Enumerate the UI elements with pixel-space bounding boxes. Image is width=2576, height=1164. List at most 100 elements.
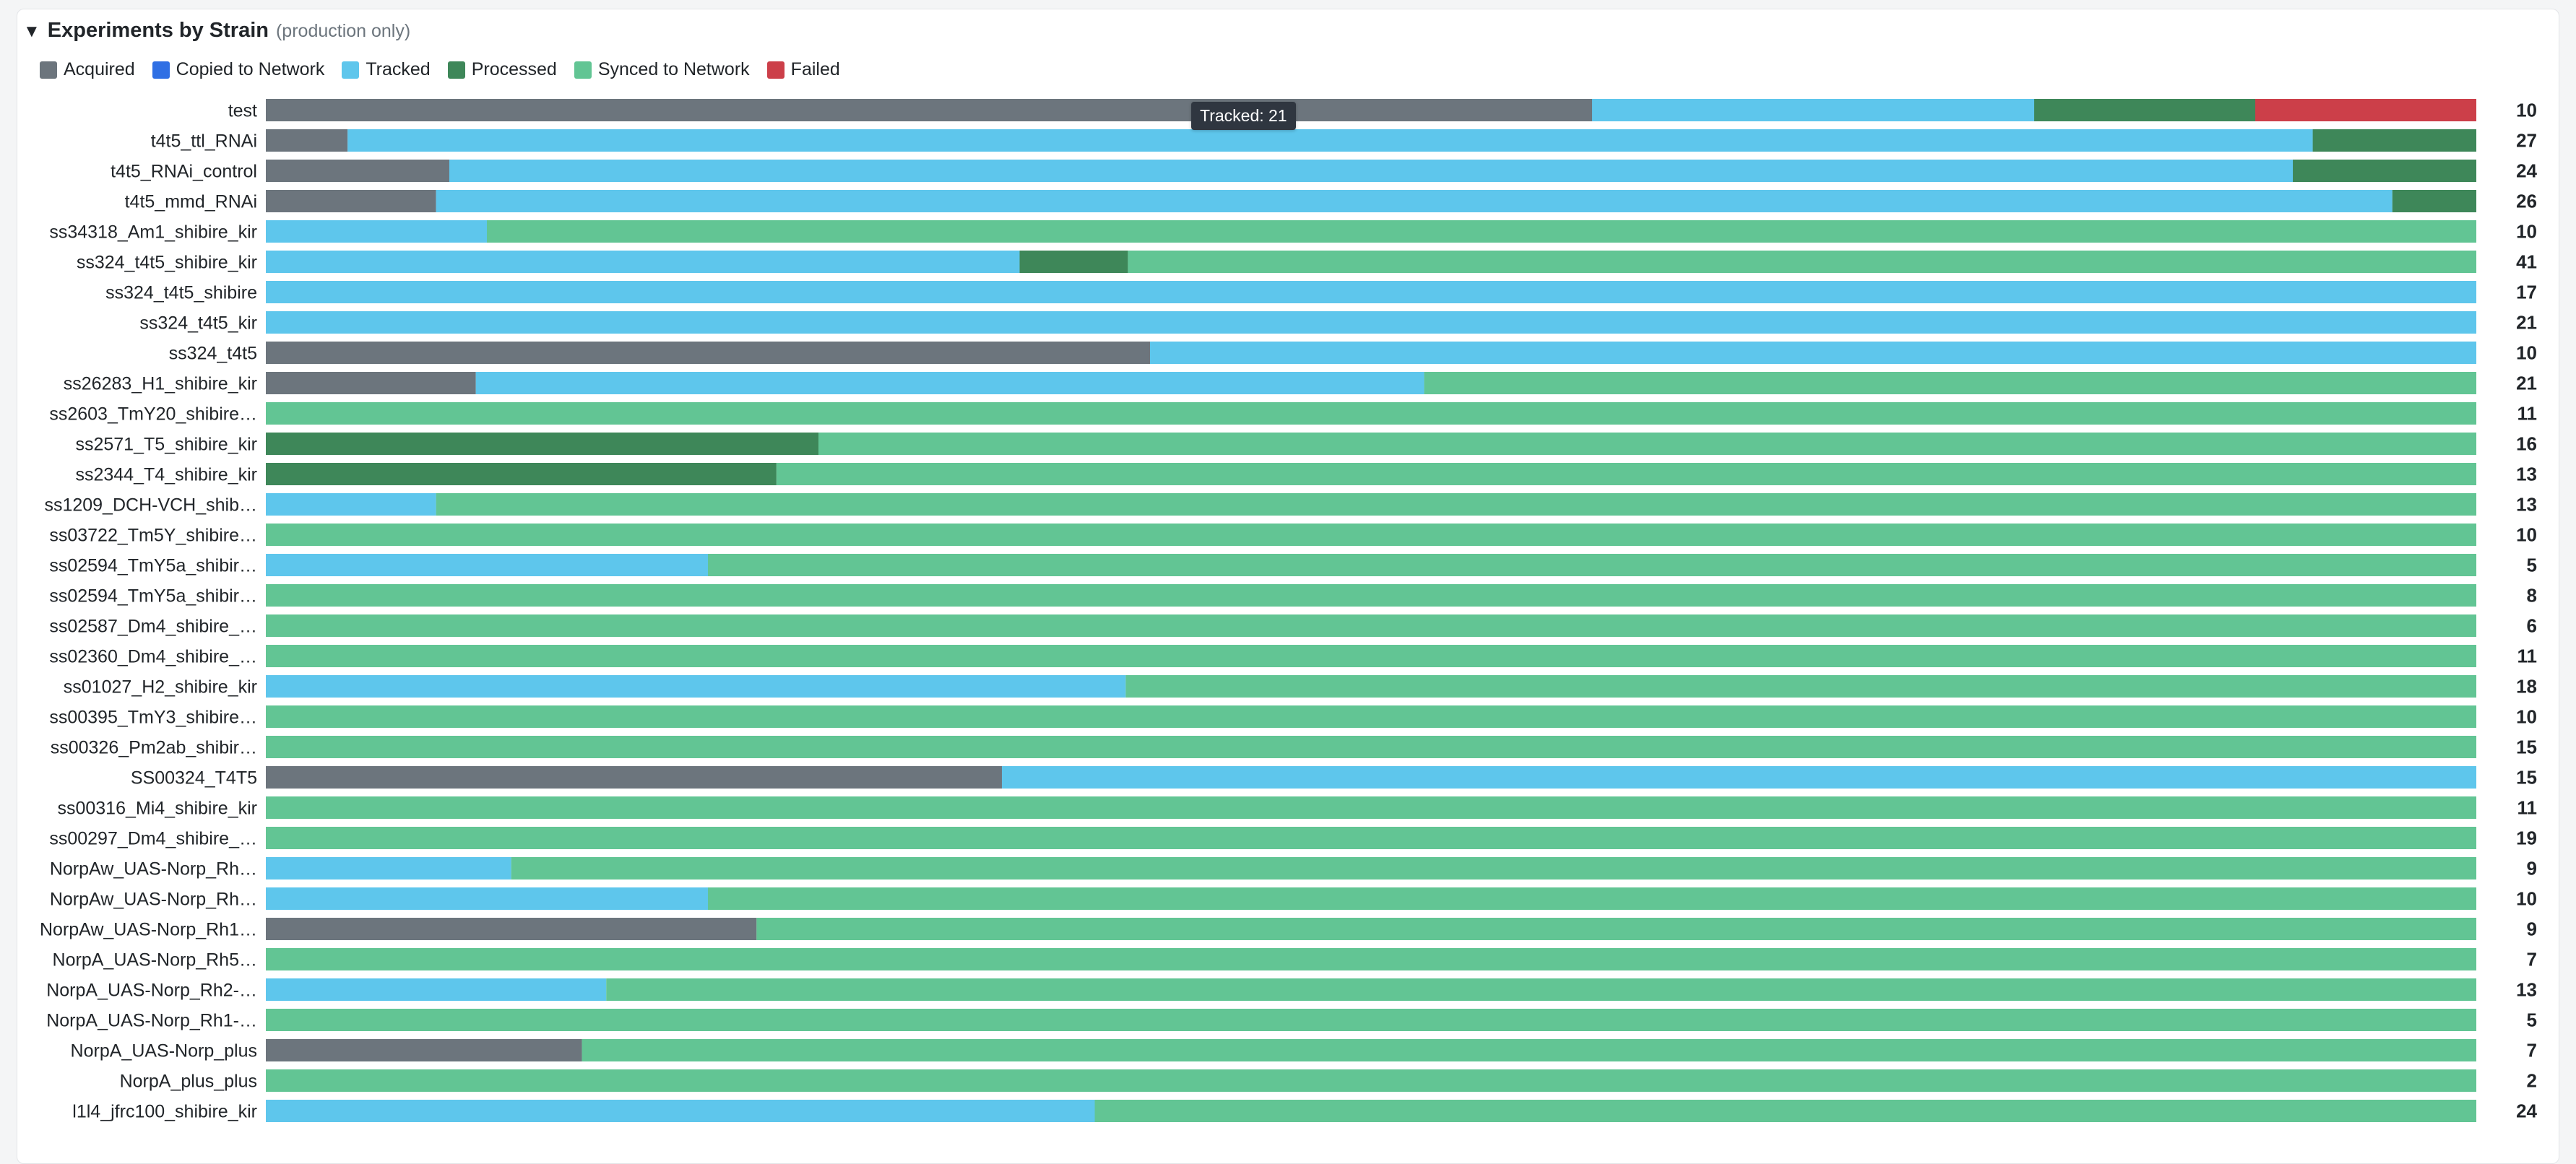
row-label: ss02587_Dm4_shibire_… xyxy=(49,617,257,637)
chart-legend: Acquired Copied to Network Tracked Proce… xyxy=(40,59,840,80)
bar-segment-tracked[interactable] xyxy=(266,220,487,243)
bar-segment-tracked[interactable] xyxy=(266,887,708,910)
bar-segment-acquired[interactable] xyxy=(266,766,1002,789)
bar-segment-tracked[interactable] xyxy=(266,311,2476,334)
row-label: ss1209_DCH-VCH_shib… xyxy=(44,495,257,516)
bar-segment-synced-to-network[interactable] xyxy=(582,1039,2476,1061)
row-label: ss02360_Dm4_shibire_… xyxy=(49,647,257,667)
bar-segment-acquired[interactable] xyxy=(266,160,449,182)
bar-segment-synced-to-network[interactable] xyxy=(266,584,2476,607)
bar-segment-synced-to-network[interactable] xyxy=(1128,251,2476,273)
bar-segment-acquired[interactable] xyxy=(266,918,757,940)
section-header[interactable]: ▼ Experiments by Strain (production only… xyxy=(23,19,410,43)
bar-segment-synced-to-network[interactable] xyxy=(266,1009,2476,1031)
bar-segment-synced-to-network[interactable] xyxy=(266,1069,2476,1092)
row-total: 7 xyxy=(2527,1040,2537,1061)
row-total: 26 xyxy=(2516,191,2537,212)
bar-segment-acquired[interactable] xyxy=(266,1039,582,1061)
bar-segment-synced-to-network[interactable] xyxy=(776,463,2477,485)
row-total: 24 xyxy=(2516,1100,2537,1122)
bar-segment-synced-to-network[interactable] xyxy=(266,705,2476,728)
row-label: ss26283_H1_shibire_kir xyxy=(64,374,257,394)
bar-segment-tracked[interactable] xyxy=(266,675,1126,698)
row-total: 41 xyxy=(2516,251,2537,273)
bar-segment-processed[interactable] xyxy=(2293,160,2476,182)
legend-label-synced-to-network: Synced to Network xyxy=(597,59,750,79)
bar-segment-tracked[interactable] xyxy=(436,190,2393,212)
bar-segment-synced-to-network[interactable] xyxy=(511,857,2477,879)
bar-segment-tracked[interactable] xyxy=(449,160,2294,182)
bar-segment-processed[interactable] xyxy=(266,433,818,455)
bar-segment-processed[interactable] xyxy=(1019,251,1128,273)
bar-segment-tracked[interactable] xyxy=(347,129,2313,152)
bar-segment-synced-to-network[interactable] xyxy=(266,645,2476,667)
bar-segment-synced-to-network[interactable] xyxy=(1125,675,2476,698)
legend-item-acquired[interactable]: Acquired xyxy=(40,59,135,80)
bar-segment-synced-to-network[interactable] xyxy=(266,614,2476,637)
bar-segment-synced-to-network[interactable] xyxy=(756,918,2477,940)
legend-label-tracked: Tracked xyxy=(366,59,431,79)
bar-segment-processed[interactable] xyxy=(266,463,777,485)
bar-segment-synced-to-network[interactable] xyxy=(436,493,2476,516)
bar-segment-tracked[interactable] xyxy=(1592,99,2034,121)
bar-segment-acquired[interactable] xyxy=(266,129,348,152)
row-total: 2 xyxy=(2527,1070,2537,1092)
row-label: NorpAw_UAS-Norp_Rh… xyxy=(50,859,257,879)
legend-item-failed[interactable]: Failed xyxy=(766,59,840,80)
bar-segment-synced-to-network[interactable] xyxy=(266,736,2476,758)
legend-label-processed: Processed xyxy=(471,59,557,79)
bar-segment-synced-to-network[interactable] xyxy=(266,524,2476,546)
bar-segment-tracked[interactable] xyxy=(475,372,1425,394)
legend-swatch-failed xyxy=(766,61,785,79)
bar-segment-synced-to-network[interactable] xyxy=(266,402,2476,425)
bar-segment-synced-to-network[interactable] xyxy=(606,978,2476,1001)
row-label: ss00326_Pm2ab_shibir… xyxy=(51,738,257,758)
row-total: 13 xyxy=(2516,464,2537,485)
bar-segment-tracked[interactable] xyxy=(266,857,511,879)
bar-segment-synced-to-network[interactable] xyxy=(818,433,2476,455)
bar-segment-failed[interactable] xyxy=(2255,99,2476,121)
row-label: ss324_t4t5 xyxy=(169,344,257,364)
row-total: 18 xyxy=(2516,676,2537,698)
bar-segment-processed[interactable] xyxy=(2034,99,2255,121)
legend-item-tracked[interactable]: Tracked xyxy=(342,59,431,80)
row-label: NorpA_UAS-Norp_plus xyxy=(71,1041,257,1061)
bar-segment-synced-to-network[interactable] xyxy=(266,827,2476,849)
row-label: ss01027_H2_shibire_kir xyxy=(64,677,257,698)
bar-segment-synced-to-network[interactable] xyxy=(266,948,2476,970)
bar-segment-acquired[interactable] xyxy=(266,99,1592,121)
legend-item-processed[interactable]: Processed xyxy=(447,59,557,80)
bar-segment-acquired[interactable] xyxy=(266,190,436,212)
row-label: ss324_t4t5_kir xyxy=(139,313,257,334)
legend-item-synced-to-network[interactable]: Synced to Network xyxy=(574,59,750,80)
row-label: t4t5_ttl_RNAi xyxy=(151,131,257,152)
row-label: ss00395_TmY3_shibire… xyxy=(49,708,257,728)
row-label: NorpA_UAS-Norp_Rh1-… xyxy=(46,1011,257,1031)
legend-item-copied-to-network[interactable]: Copied to Network xyxy=(152,59,324,80)
bar-segment-tracked[interactable] xyxy=(266,1100,1095,1122)
bar-segment-synced-to-network[interactable] xyxy=(487,220,2476,243)
bar-segment-acquired[interactable] xyxy=(266,342,1150,364)
bar-segment-processed[interactable] xyxy=(2392,190,2476,212)
collapse-caret-icon[interactable]: ▼ xyxy=(23,22,40,41)
bar-segment-processed[interactable] xyxy=(2312,129,2476,152)
bar-segment-synced-to-network[interactable] xyxy=(708,554,2476,576)
row-label: ss324_t4t5_shibire_kir xyxy=(77,253,257,273)
bar-segment-synced-to-network[interactable] xyxy=(266,796,2476,819)
bar-segment-tracked[interactable] xyxy=(266,554,708,576)
bar-segment-synced-to-network[interactable] xyxy=(708,887,2476,910)
row-total: 10 xyxy=(2516,888,2537,910)
bar-segment-synced-to-network[interactable] xyxy=(1424,372,2476,394)
bar-segment-tracked[interactable] xyxy=(266,493,436,516)
row-total: 11 xyxy=(2517,797,2538,819)
bar-segment-tracked[interactable] xyxy=(266,978,607,1001)
bar-segment-tracked[interactable] xyxy=(1001,766,2476,789)
bar-segment-tracked[interactable] xyxy=(266,281,2476,303)
bar-segment-tracked[interactable] xyxy=(1150,342,2476,364)
row-total: 10 xyxy=(2516,706,2537,728)
bar-segment-acquired[interactable] xyxy=(266,372,476,394)
bar-segment-synced-to-network[interactable] xyxy=(1094,1100,2477,1122)
row-total: 5 xyxy=(2527,555,2537,576)
bar-segment-tracked[interactable] xyxy=(266,251,1020,273)
